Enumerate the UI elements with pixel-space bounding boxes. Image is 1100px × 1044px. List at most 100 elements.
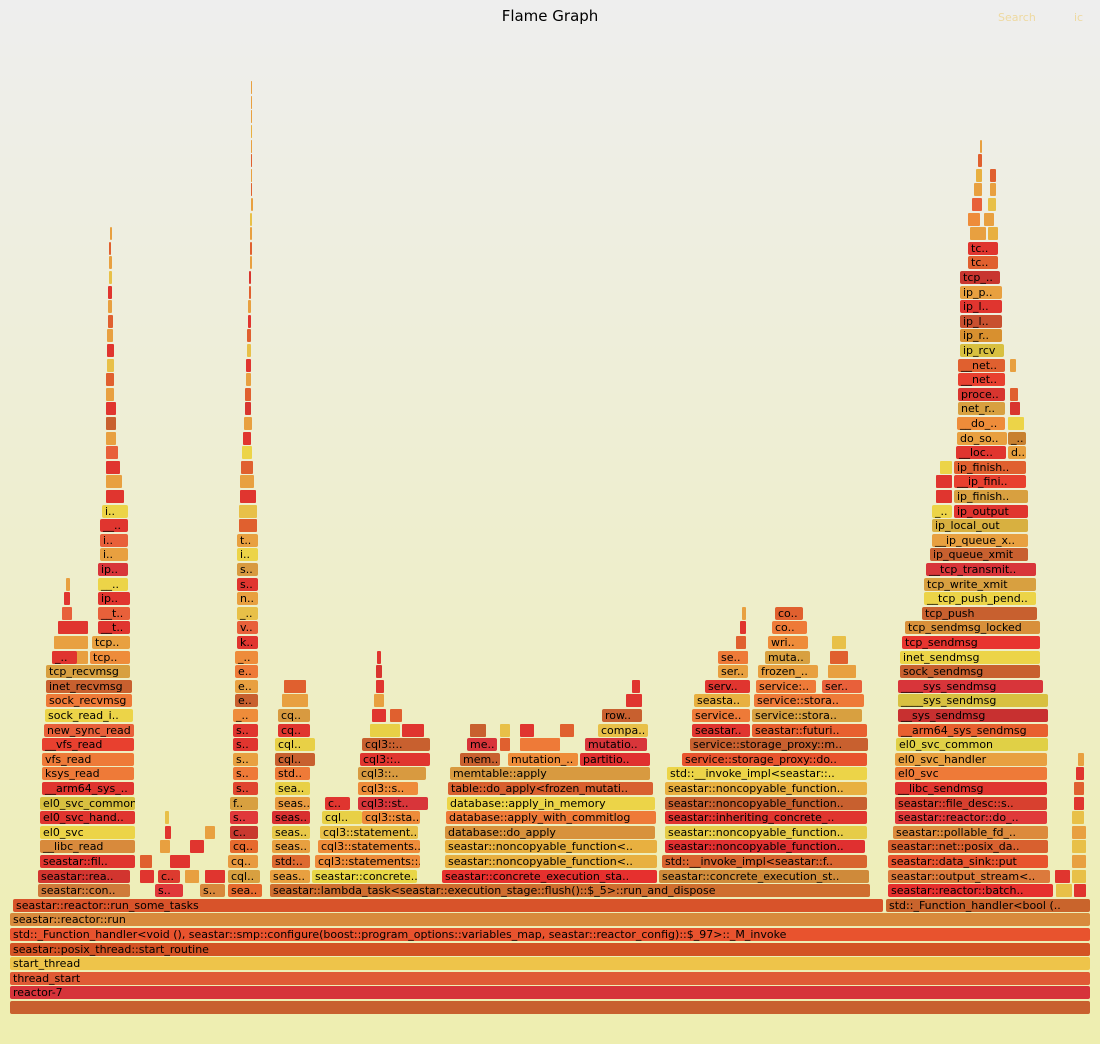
flame-frame-sliver[interactable] bbox=[988, 227, 998, 241]
flame-frame-sliver[interactable] bbox=[980, 139, 982, 153]
flame-frame[interactable]: ip_output bbox=[954, 504, 1028, 518]
flame-frame-sliver[interactable] bbox=[972, 198, 982, 211]
flame-frame-sliver[interactable] bbox=[974, 183, 982, 197]
flame-frame[interactable]: _.. bbox=[235, 650, 258, 664]
flame-frame[interactable] bbox=[10, 1001, 1090, 1014]
flame-frame[interactable]: std.. bbox=[275, 767, 310, 781]
flame-frame-sliver[interactable] bbox=[1078, 752, 1084, 766]
flame-frame[interactable]: seas.. bbox=[275, 796, 310, 810]
flame-frame[interactable]: _.. bbox=[233, 709, 258, 722]
flame-frame[interactable]: tcp_write_xmit bbox=[924, 577, 1036, 591]
flame-frame[interactable]: seasta.. bbox=[694, 694, 750, 708]
flame-frame[interactable]: start_thread bbox=[10, 957, 1090, 971]
flame-frame[interactable]: do_so.. bbox=[957, 431, 1007, 445]
flame-frame[interactable]: el0_svc bbox=[40, 825, 135, 839]
flame-frame[interactable]: s.. bbox=[237, 563, 258, 576]
flame-frame[interactable]: tc.. bbox=[968, 241, 998, 255]
flame-frame[interactable]: co.. bbox=[772, 621, 807, 635]
flame-frame[interactable]: inet_sendmsg bbox=[900, 650, 1040, 664]
flame-frame[interactable]: el0_svc_hand.. bbox=[40, 811, 135, 825]
flame-frame[interactable]: ip_queue_xmit bbox=[930, 548, 1028, 562]
flame-frame[interactable]: tcp_.. bbox=[960, 271, 1000, 284]
flame-frame[interactable]: c.. bbox=[230, 825, 258, 839]
flame-frame[interactable]: seastar.. bbox=[692, 723, 750, 737]
flame-frame[interactable]: __net.. bbox=[958, 358, 1005, 372]
flame-frame-sliver[interactable] bbox=[1072, 840, 1086, 854]
flame-frame-sliver[interactable] bbox=[107, 344, 114, 357]
flame-frame[interactable]: seastar::data_sink::put bbox=[888, 855, 1048, 868]
flame-frame-sliver[interactable] bbox=[1074, 782, 1084, 795]
flame-frame[interactable]: compa.. bbox=[598, 723, 648, 737]
flame-frame-sliver[interactable] bbox=[940, 460, 952, 474]
flame-frame[interactable]: s.. bbox=[233, 782, 258, 795]
flame-frame-sliver[interactable] bbox=[250, 256, 252, 270]
flame-frame[interactable]: seastar::file_desc::s.. bbox=[895, 796, 1047, 810]
flame-frame-sliver[interactable] bbox=[109, 256, 112, 270]
flame-frame[interactable]: __t.. bbox=[98, 606, 130, 620]
flame-frame-sliver[interactable] bbox=[109, 271, 112, 284]
flame-frame[interactable]: seastar::noncopyable_function<.. bbox=[445, 840, 657, 854]
flame-frame[interactable]: wri.. bbox=[768, 636, 808, 649]
flame-frame-sliver[interactable] bbox=[246, 358, 251, 372]
flame-frame[interactable]: s.. bbox=[237, 577, 258, 591]
flame-frame[interactable]: __.. bbox=[98, 577, 128, 591]
flame-frame[interactable]: ser.. bbox=[822, 679, 862, 693]
flame-frame[interactable]: cql.. bbox=[228, 869, 260, 883]
flame-frame-sliver[interactable] bbox=[374, 694, 384, 708]
flame-frame[interactable]: tcp.. bbox=[92, 636, 130, 649]
flame-frame[interactable]: seastar::net::posix_da.. bbox=[888, 840, 1048, 854]
flame-frame-sliver[interactable] bbox=[370, 723, 400, 737]
flame-frame-sliver[interactable] bbox=[248, 314, 251, 328]
flame-frame-sliver[interactable] bbox=[1010, 358, 1016, 372]
flame-frame-sliver[interactable] bbox=[249, 271, 251, 284]
flame-frame[interactable]: ip_finish.. bbox=[954, 490, 1028, 503]
flame-frame[interactable]: _.. bbox=[932, 504, 952, 518]
flame-frame[interactable]: tcp_sendmsg bbox=[902, 636, 1040, 649]
flame-frame-sliver[interactable] bbox=[1074, 884, 1086, 898]
flame-frame[interactable]: cql3::.. bbox=[360, 752, 430, 766]
flame-frame[interactable]: new_sync_read bbox=[44, 723, 134, 737]
flame-frame[interactable]: __sys_sendmsg bbox=[898, 709, 1048, 722]
flame-frame[interactable]: e.. bbox=[235, 679, 258, 693]
flame-frame[interactable]: std::_Function_handler<void (), seastar:… bbox=[10, 928, 1090, 941]
flame-frame-sliver[interactable] bbox=[190, 840, 204, 854]
flame-frame-sliver[interactable] bbox=[376, 679, 384, 693]
flame-frame[interactable]: n.. bbox=[237, 592, 258, 606]
flame-frame[interactable]: vfs_read bbox=[42, 752, 134, 766]
flame-frame-sliver[interactable] bbox=[832, 636, 846, 649]
flame-frame[interactable]: __vfs_read bbox=[42, 738, 134, 752]
flame-frame-sliver[interactable] bbox=[247, 329, 251, 343]
flame-frame-sliver[interactable] bbox=[205, 869, 225, 883]
flame-frame-sliver[interactable] bbox=[251, 168, 252, 182]
flame-frame[interactable]: database::apply_in_memory bbox=[447, 796, 655, 810]
flame-frame[interactable]: v.. bbox=[237, 621, 258, 635]
flame-frame-sliver[interactable] bbox=[243, 431, 251, 445]
flame-frame[interactable]: frozen_.. bbox=[758, 665, 818, 679]
flame-frame-sliver[interactable] bbox=[282, 694, 308, 708]
flame-frame-sliver[interactable] bbox=[560, 723, 574, 737]
flame-frame[interactable]: seastar::concrete_execution_st.. bbox=[659, 869, 869, 883]
flame-frame-sliver[interactable] bbox=[742, 606, 746, 620]
flame-frame-sliver[interactable] bbox=[250, 227, 252, 241]
flame-frame[interactable]: __.. bbox=[100, 519, 128, 533]
flame-frame-sliver[interactable] bbox=[244, 417, 252, 430]
flame-frame-sliver[interactable] bbox=[976, 168, 982, 182]
flame-frame-sliver[interactable] bbox=[106, 373, 114, 387]
flame-frame[interactable]: std::__invoke_impl<seastar::f.. bbox=[662, 855, 867, 868]
flame-frame[interactable]: s.. bbox=[230, 811, 258, 825]
flame-frame[interactable]: e.. bbox=[235, 694, 258, 708]
flame-frame[interactable]: muta.. bbox=[765, 650, 810, 664]
flame-frame-sliver[interactable] bbox=[251, 183, 252, 197]
flame-frame-sliver[interactable] bbox=[1056, 884, 1072, 898]
flame-frame[interactable]: cq.. bbox=[230, 840, 258, 854]
flame-frame-sliver[interactable] bbox=[106, 490, 124, 503]
flame-frame[interactable]: ip_r.. bbox=[960, 329, 1002, 343]
flame-frame[interactable]: s.. bbox=[233, 723, 258, 737]
flame-frame[interactable]: _.. bbox=[52, 650, 77, 664]
flame-frame-sliver[interactable] bbox=[140, 869, 154, 883]
flame-frame-sliver[interactable] bbox=[251, 125, 252, 138]
flame-frame-sliver[interactable] bbox=[377, 650, 381, 664]
flame-frame[interactable]: k.. bbox=[237, 636, 258, 649]
flame-frame[interactable]: __tcp_transmit.. bbox=[926, 563, 1036, 576]
flame-frame-sliver[interactable] bbox=[968, 212, 980, 226]
